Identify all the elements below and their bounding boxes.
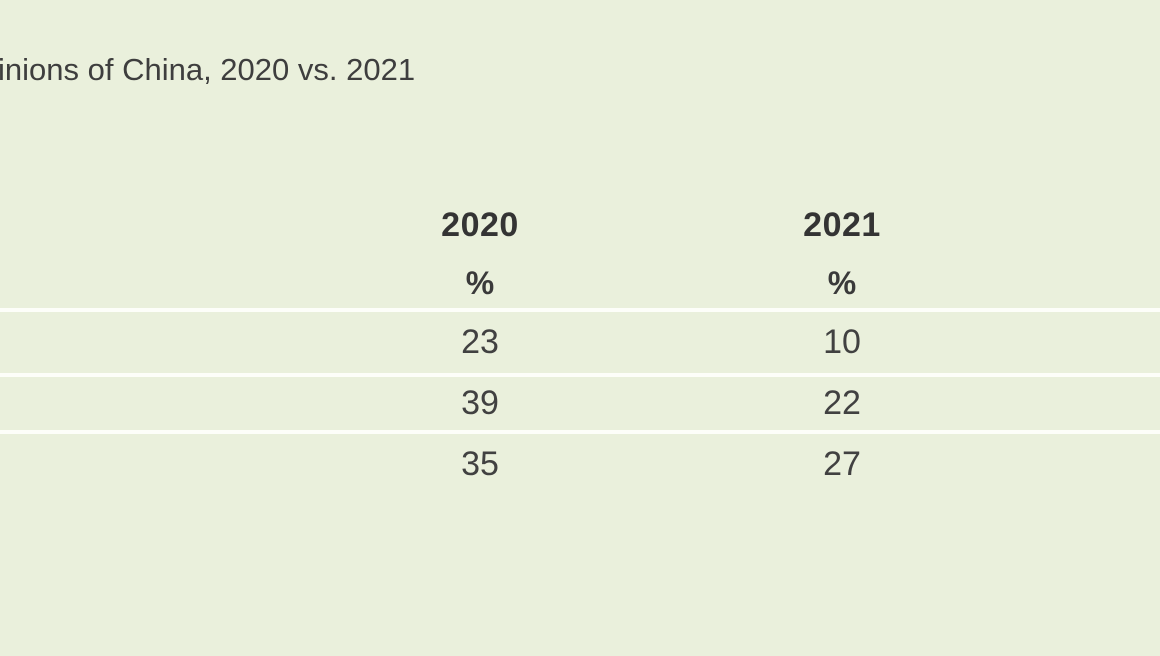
table-unit-row: % %: [0, 258, 1160, 308]
row-divider: [0, 308, 1160, 312]
row-divider: [0, 430, 1160, 434]
value-2020: 39: [461, 384, 499, 422]
table-row: 39 22: [0, 377, 1160, 430]
unit-label-2020: %: [465, 265, 495, 301]
table-row: 35 27: [0, 434, 1160, 494]
value-2020: 23: [461, 323, 499, 361]
column-header-2021: 2021: [803, 206, 881, 244]
table-row: 23 10: [0, 312, 1160, 372]
value-2021: 10: [823, 323, 861, 361]
unit-label-2021: %: [827, 265, 857, 301]
value-2020: 35: [461, 445, 499, 483]
page-title: inions of China, 2020 vs. 2021: [0, 52, 416, 87]
value-2021: 22: [823, 384, 861, 422]
value-2021: 27: [823, 445, 861, 483]
row-divider: [0, 373, 1160, 377]
table-header-row: 2020 2021: [0, 200, 1160, 250]
column-header-2020: 2020: [441, 206, 519, 244]
